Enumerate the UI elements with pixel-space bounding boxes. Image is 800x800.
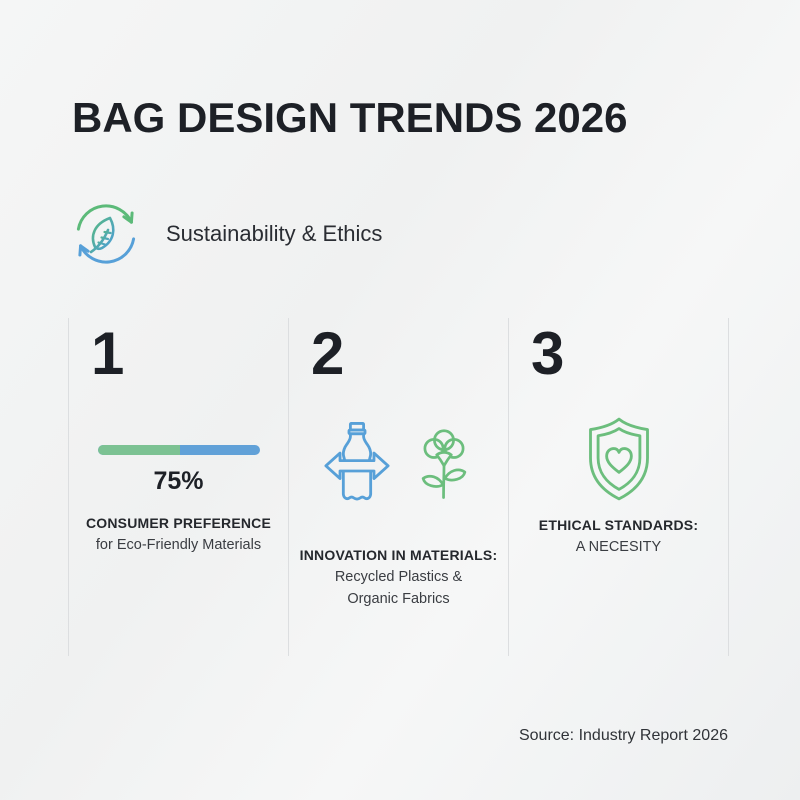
cotton-plant-icon <box>414 426 474 500</box>
trend-item-2: 2 <box>288 318 508 656</box>
trend-icons <box>323 419 474 507</box>
stat-value: 75% <box>153 467 204 495</box>
trend-heading: ETHICAL STANDARDS: <box>538 517 699 533</box>
trend-subtitle: for Eco-Friendly Materials <box>95 537 262 553</box>
progress-bar-fill <box>97 445 181 455</box>
category-row: Sustainability & Ethics <box>70 198 382 270</box>
progress-bar <box>97 445 260 455</box>
trends-section: 1 75% CONSUMER PREFERENCE for Eco-Friend… <box>68 318 729 656</box>
shield-heart-icon <box>581 415 657 503</box>
recycled-plastic-bottle-icon <box>323 420 390 506</box>
trend-subtitle: A NECESITY <box>575 539 662 555</box>
trend-number: 3 <box>531 320 565 387</box>
progress-bar-track <box>97 445 260 455</box>
trend-number: 2 <box>311 320 345 387</box>
trend-heading: INNOVATION IN MATERIALS: <box>299 547 498 563</box>
trend-number: 1 <box>91 320 125 387</box>
trend-subtitle: Organic Fabrics <box>347 591 450 607</box>
leaf-recycle-icon <box>70 198 142 270</box>
trend-heading: CONSUMER PREFERENCE <box>85 515 272 531</box>
trend-item-3: 3 ETHICAL STANDARDS: A NECESITY <box>508 318 728 656</box>
page-title: BAG DESIGN TRENDS 2026 <box>72 94 628 141</box>
trend-subtitle: Recycled Plastics & <box>334 569 463 585</box>
trend-item-1: 1 75% CONSUMER PREFERENCE for Eco-Friend… <box>68 318 288 656</box>
source-caption: Source: Industry Report 2026 <box>518 727 728 744</box>
category-label: Sustainability & Ethics <box>166 221 383 246</box>
trend-icons <box>581 415 657 503</box>
